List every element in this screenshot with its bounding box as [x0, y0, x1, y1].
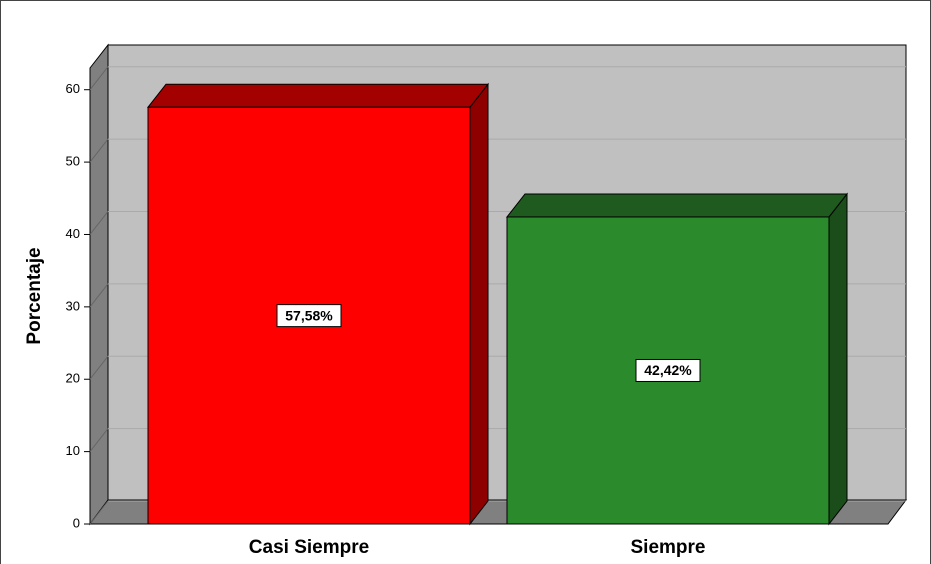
- bar-side: [469, 82, 489, 526]
- bar-top: [505, 193, 849, 218]
- y-tick-label: 10: [66, 443, 80, 458]
- bars: 57,58% 42,42%: [146, 82, 849, 526]
- y-tick-label: 30: [66, 298, 80, 313]
- side-wall: [89, 43, 109, 526]
- grid-line-side: [89, 283, 109, 308]
- y-axis-title: Porcentaje: [24, 247, 45, 344]
- y-tick-label: 0: [73, 515, 80, 530]
- y-tick-label: 40: [66, 226, 80, 241]
- bar-side: [828, 192, 848, 526]
- grid-line-side: [89, 211, 109, 235]
- value-label-box: [276, 304, 342, 328]
- value-label: 42,42%: [644, 362, 692, 378]
- x-tick-label: Casi Siempre: [249, 537, 369, 558]
- y-tick-label: 20: [66, 371, 80, 386]
- value-label: 57,58%: [285, 307, 333, 323]
- y-tick-label: 50: [66, 154, 80, 169]
- grid-line-side: [89, 500, 109, 525]
- bar-top: [146, 83, 490, 108]
- value-label-box: [635, 358, 701, 382]
- grid-line-side: [89, 138, 109, 163]
- grid-line-side: [89, 66, 109, 91]
- grid-line-side: [89, 428, 109, 452]
- x-tick-label: Siempre: [631, 537, 706, 558]
- y-tick-label: 60: [66, 81, 80, 96]
- grid-line-side: [89, 355, 109, 380]
